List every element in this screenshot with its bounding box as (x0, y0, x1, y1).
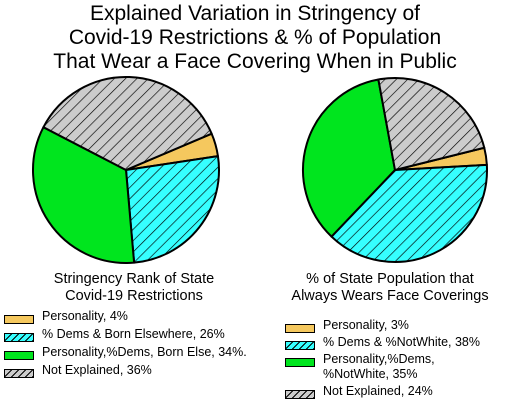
legend-right-label-2: % Dems & %NotWhite, 38% (323, 335, 480, 349)
legend-swatch-not-explained (285, 390, 315, 399)
title-line-1: Explained Variation in Stringency of (90, 2, 420, 25)
pie-right-subtitle-line-1: % of State Population that (306, 271, 474, 287)
legend-swatch-not-explained (4, 369, 34, 378)
legend-right: Personality, 3% % Dems & %NotWhite, 38% … (285, 318, 510, 402)
legend-swatch-personality (285, 324, 315, 333)
pie-left-subtitle-line-1: Stringency Rank of State (53, 271, 215, 287)
legend-swatch-combined (4, 351, 34, 360)
legend-swatch-combined (285, 358, 315, 367)
legend-left-label-4: Not Explained, 36% (42, 363, 152, 377)
legend-right-label-3a: Personality,%Dems, (323, 352, 435, 366)
legend-left-label-1: Personality, 4% (42, 309, 128, 323)
legend-left-label-2: % Dems & Born Elsewhere, 26% (42, 327, 225, 341)
legend-right-label-4: Not Explained, 24% (323, 384, 433, 398)
pie-stringency (32, 75, 220, 265)
legend-swatch-dems (4, 333, 34, 342)
pie-face-coverings (302, 77, 488, 263)
pie-right-slice-dems (330, 163, 488, 263)
legend-left-label-3: Personality,%Dems, Born Else, 34%. (42, 345, 247, 359)
legend-right-label-3b: %NotWhite, 35% (323, 367, 418, 381)
pie-right-subtitle-line-2: Always Wears Face Coverings (291, 288, 489, 304)
title-line-3: That Wear a Face Covering When in Public (53, 50, 457, 73)
pie-left-slice-dems (125, 155, 220, 264)
pie-left-subtitle: Stringency Rank of State Covid-19 Restri… (12, 271, 256, 305)
legend-left: Personality, 4% % Dems & Born Elsewhere,… (4, 309, 254, 402)
legend-swatch-dems (285, 341, 315, 350)
legend-right-label-1: Personality, 3% (323, 318, 409, 332)
legend-swatch-personality (4, 315, 34, 324)
chart-title: Explained Variation in Stringency of Cov… (0, 2, 510, 74)
pie-left-slice-not-explained (42, 75, 213, 171)
pie-right-subtitle: % of State Population that Always Wears … (270, 271, 510, 305)
pie-right-slice-not-explained (377, 77, 486, 171)
title-line-2: Covid-19 Restrictions & % of Population (68, 26, 442, 49)
pie-left-subtitle-line-2: Covid-19 Restrictions (65, 288, 203, 304)
pie-right-slice-combined (302, 78, 396, 238)
